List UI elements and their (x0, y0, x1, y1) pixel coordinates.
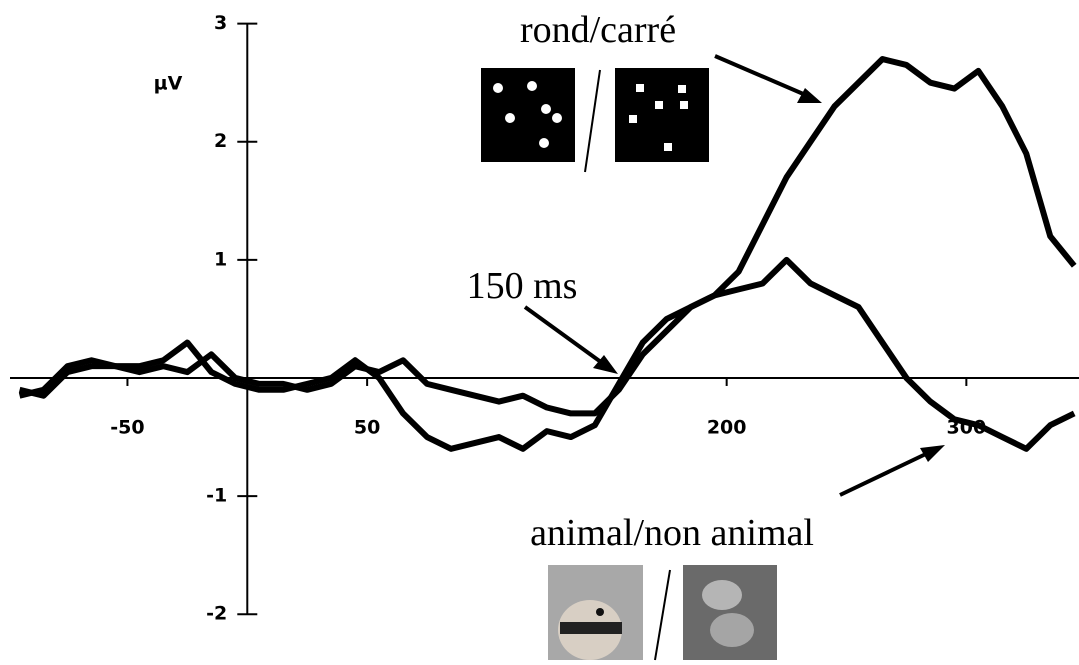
y-tick-label: 3 (214, 12, 227, 34)
y-tick-label: -2 (206, 603, 227, 625)
x-tick-label: 200 (707, 416, 747, 438)
annotation: animal/non animal (530, 512, 814, 554)
data-line (18, 256, 1076, 452)
y-tick-label: -1 (206, 485, 227, 507)
data-line (18, 56, 1077, 417)
annotation: rond/carré (520, 9, 676, 51)
arrows (523, 54, 945, 497)
x-tick-label: 50 (354, 416, 380, 438)
y-tick-label: 1 (214, 248, 227, 270)
y-tick-label: 2 (214, 130, 227, 152)
stimulus-images (481, 68, 777, 661)
y-axis-label: µV (154, 73, 183, 95)
annotation: 150 ms (467, 265, 578, 307)
x-tick-label: -50 (110, 416, 144, 438)
